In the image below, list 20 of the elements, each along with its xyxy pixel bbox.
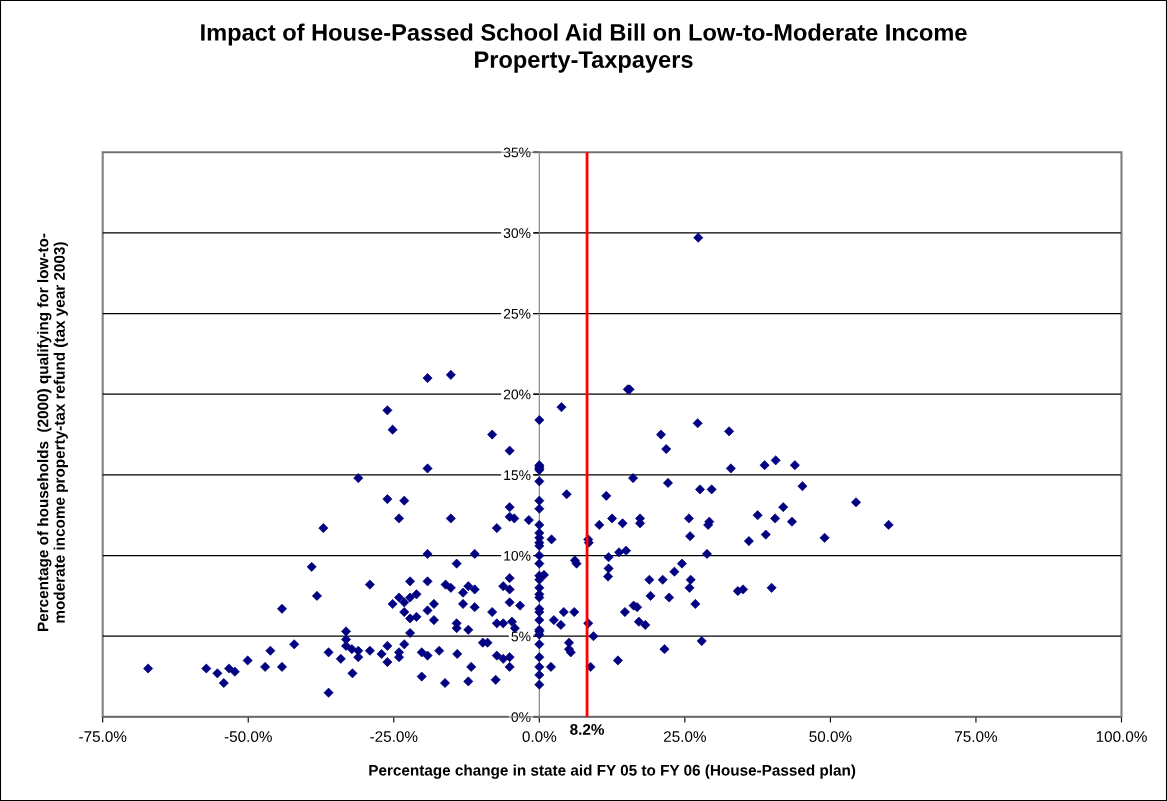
y-tick-label: 35% <box>503 147 531 158</box>
y-tick-label: 10% <box>504 550 531 561</box>
x-tick-label: 25.0% <box>663 731 706 743</box>
x-tick-label: 0.0% <box>522 731 557 743</box>
y-tick-label: 15% <box>504 470 531 481</box>
y-tick-label: 25% <box>503 308 531 319</box>
x-tick-label: -25.0% <box>370 731 418 743</box>
y-tick-label: 5% <box>511 631 531 642</box>
ref-line-label: 8.2% <box>570 724 605 735</box>
x-tick-label: 100.0% <box>1096 731 1147 743</box>
y-tick-label: 30% <box>503 228 531 239</box>
y-axis-title: Percentage of households (2000) qualifying for low-to- moderate income property-tax refund (tax year 2003) <box>37 233 68 631</box>
x-tick-label: 75.0% <box>955 731 998 743</box>
chart-title: Impact of House-Passed School Aid Bill on Low-to-Moderate Income Property-Taxpayers <box>201 23 967 73</box>
x-tick-label: -50.0% <box>224 731 272 743</box>
y-tick-label: 20% <box>503 389 531 400</box>
x-axis-title: Percentage change in state aid FY 05 to FY 06 (House-Passed plan) <box>369 764 856 779</box>
y-tick-label: 0% <box>511 712 531 723</box>
x-tick-label: -75.0% <box>79 731 127 743</box>
x-tick-label: 50.0% <box>809 731 852 743</box>
